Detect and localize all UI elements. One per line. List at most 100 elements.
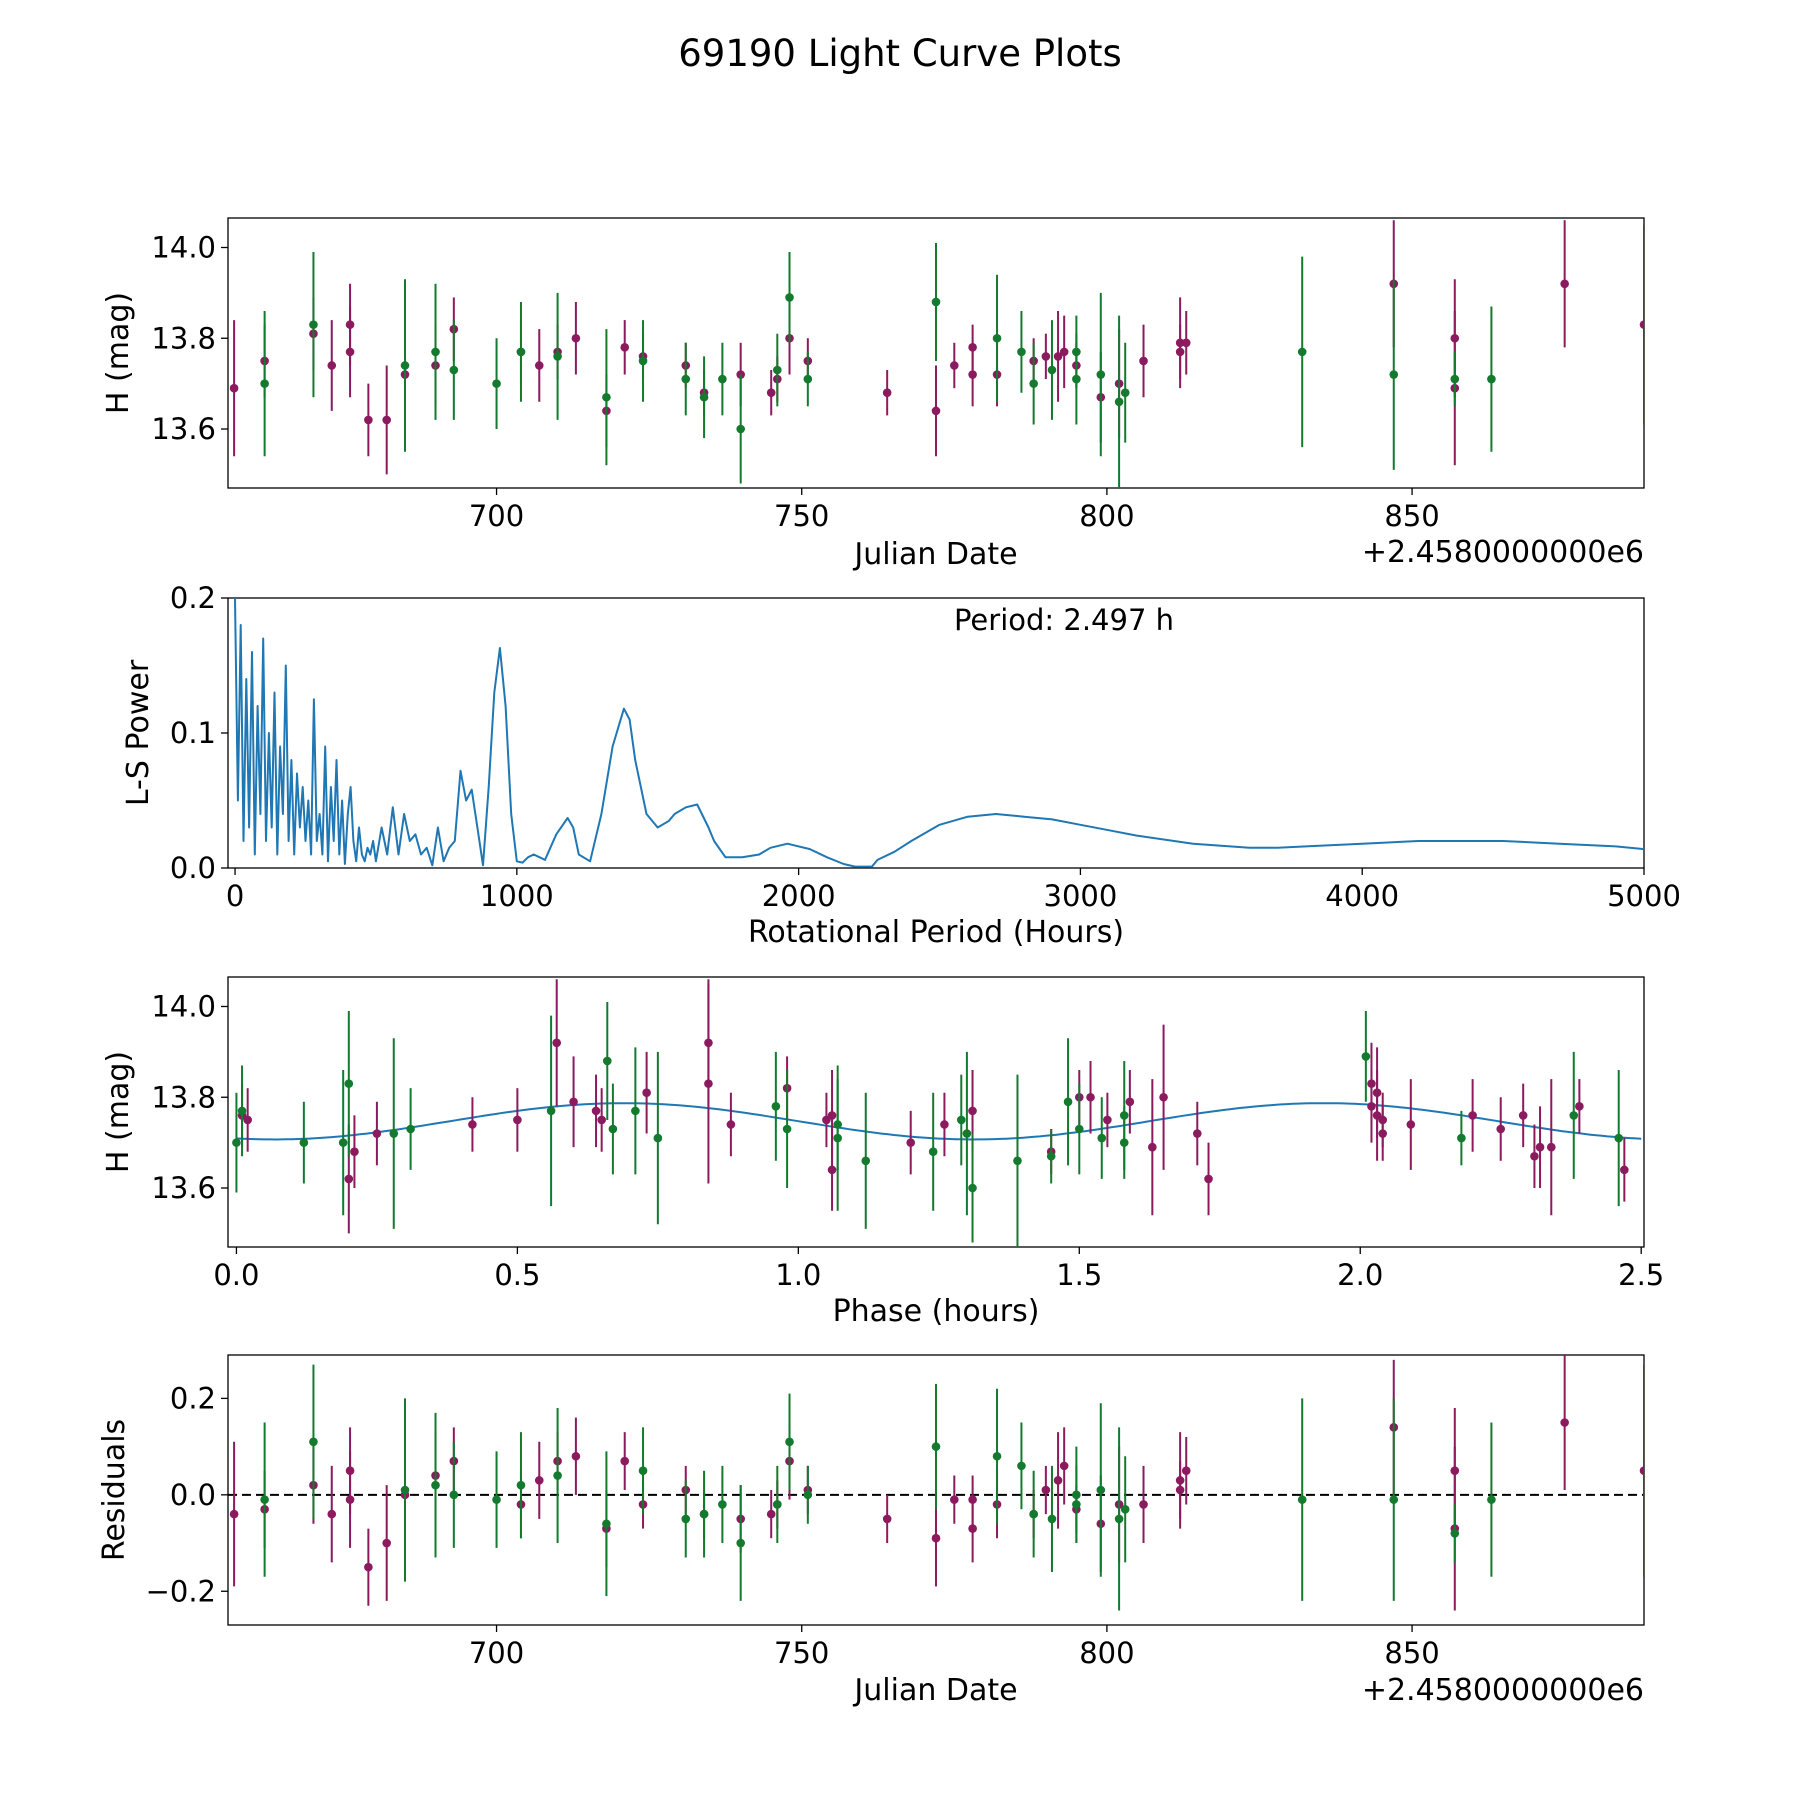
filter-a-point-2 [344, 1174, 354, 1184]
filter-a-point-29 [968, 1495, 977, 1504]
filter-a-point-7 [382, 415, 391, 425]
filter-a-point-28 [968, 370, 977, 379]
filter-a-point-29 [968, 343, 977, 352]
filter-b-point-4 [344, 1079, 354, 1088]
filter-a-point-30 [1204, 1174, 1213, 1184]
filter-b-point-17 [928, 1147, 938, 1157]
filter-b-point-17 [931, 1442, 941, 1451]
periodogram-xlabel: Rotational Period (Hours) [748, 915, 1124, 950]
filter-b-point-27 [1297, 347, 1307, 357]
x-tick-label-2: 2000 [762, 879, 836, 913]
filter-b-point-0 [232, 1138, 241, 1147]
filter-b-point-23 [1072, 374, 1081, 384]
filter-a-point-38 [1139, 356, 1148, 366]
filter-b-point-10 [681, 374, 691, 384]
filter-b-point-5 [389, 1129, 399, 1138]
figure-title: 69190 Light Curve Plots [678, 32, 1122, 75]
y-tick-label-0: 0.0 [170, 851, 216, 885]
filter-b-point-4 [449, 365, 459, 375]
filter-b-point-19 [1017, 347, 1026, 357]
filter-b-point-24 [1096, 1485, 1106, 1495]
filter-b-point-16 [803, 1490, 813, 1500]
y-tick-label-1: 0.1 [170, 716, 216, 750]
x-tick-label-4: 2.0 [1337, 1258, 1383, 1292]
filter-a-point-19 [906, 1138, 916, 1147]
filter-a-point-27 [950, 1495, 959, 1504]
filter-a-point-27 [950, 361, 959, 370]
filter-a-point-6 [513, 1115, 522, 1125]
filter-a-point-1 [243, 1115, 252, 1125]
filter-a-point-34 [1372, 1088, 1382, 1098]
filter-b-point-28 [1361, 1052, 1371, 1061]
phased-curve-panel: 0.0 0.5 1.0 1.5 2.0 2.5 13.6 13.8 14.0 Phase (ho… [101, 976, 1664, 1329]
model-curve [236, 1102, 1642, 1141]
filter-a-point-38 [1468, 1111, 1477, 1120]
filter-a-point-13 [704, 1038, 713, 1048]
filter-b-point-11 [699, 392, 709, 402]
filter-a-point-25 [882, 1514, 892, 1524]
x-tick-label-1: 750 [774, 499, 829, 533]
filter-b-point-25 [1097, 1133, 1107, 1143]
filter-b-point-4 [449, 1490, 459, 1500]
filter-b-point-21 [1013, 1156, 1022, 1166]
filter-b-point-12 [718, 1500, 727, 1509]
filter-a-point-16 [620, 343, 630, 352]
x-tick-label-2: 1.0 [775, 1258, 821, 1292]
filter-b-point-30 [1487, 374, 1496, 384]
x-tick-label-0: 0 [226, 879, 244, 913]
filter-b-point-20 [968, 1183, 977, 1193]
filter-a-point-28 [968, 1524, 977, 1533]
filter-b-point-27 [1297, 1495, 1307, 1504]
filter-a-point-21 [766, 388, 776, 398]
y-tick-label-0: −0.2 [146, 1574, 216, 1608]
filter-a-point-0 [229, 1509, 239, 1519]
filter-a-point-12 [534, 361, 544, 370]
filter-b-point-21 [1047, 1514, 1057, 1524]
filter-b-point-12 [718, 374, 727, 384]
filter-a-point-46 [1639, 320, 1644, 329]
filter-b-point-10 [681, 1514, 691, 1524]
filter-b-point-19 [962, 1129, 972, 1138]
filter-b-point-12 [771, 1102, 781, 1111]
filter-a-point-38 [1139, 1500, 1148, 1509]
filter-a-point-12 [534, 1476, 544, 1485]
y-tick-label-2: 0.2 [170, 581, 216, 615]
filter-b-point-10 [631, 1106, 640, 1116]
filter-a-point-46 [1639, 1466, 1644, 1476]
filter-a-point-25 [1103, 1115, 1112, 1125]
residuals-xlabel: Julian Date [852, 1673, 1017, 1708]
filter-b-point-23 [1063, 1097, 1073, 1107]
filter-b-point-8 [602, 1519, 611, 1529]
filter-a-point-44 [1575, 1102, 1584, 1111]
x-tick-label-3: 850 [1384, 1636, 1439, 1670]
filter-a-point-37 [1406, 1120, 1416, 1129]
filter-b-point-20 [1029, 1509, 1038, 1519]
x-tick-label-3: 3000 [1044, 879, 1118, 913]
filter-a-point-14 [571, 333, 581, 343]
filter-a-point-21 [766, 1509, 776, 1519]
filter-a-point-42 [1535, 1142, 1545, 1152]
residuals-ticks: 700 750 800 850 −0.2 0.0 0.2 [146, 1381, 1440, 1670]
filter-a-point-41 [1181, 338, 1191, 348]
filter-a-point-20 [940, 1120, 949, 1129]
filter-b-point-14 [773, 365, 782, 375]
filter-b-point-24 [1074, 1124, 1084, 1134]
filter-b-point-9 [638, 356, 648, 366]
filter-a-point-14 [726, 1120, 736, 1129]
filter-b-point-6 [516, 1480, 526, 1490]
filter-a-point-4 [372, 1129, 382, 1138]
filter-b-point-25 [1114, 1514, 1124, 1524]
filter-b-point-13 [736, 424, 745, 434]
filter-a-point-41 [1181, 1466, 1191, 1476]
phased-curve-frame [227, 976, 1645, 1248]
filter-b-point-7 [546, 1106, 556, 1116]
filter-a-point-6 [364, 1562, 373, 1572]
filter-a-point-40 [1175, 347, 1185, 357]
filter-b-point-31 [1614, 1133, 1624, 1143]
filter-b-point-15 [785, 1437, 794, 1447]
filter-b-point-8 [602, 392, 611, 402]
periodogram-ticks: 0 1000 2000 3000 4000 5000 0.0 0.1 0.2 [170, 581, 1681, 913]
phased-curve-marks [232, 979, 1642, 1247]
filter-b-point-16 [861, 1156, 871, 1166]
